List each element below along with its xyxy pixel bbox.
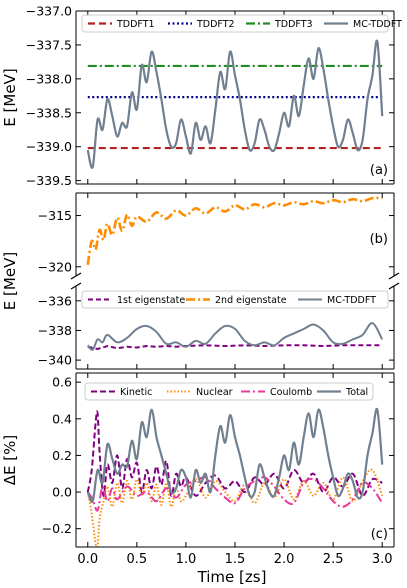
- series-line-kinetic: [86, 410, 383, 497]
- legend-label: 2nd eigenstate: [215, 295, 287, 306]
- y-tick-label: 0.2: [52, 448, 72, 463]
- panel-c: 0.0 0.5 1.0 1.5 2.0 2.5 3.0 0.6 0.4 0.2 0.0 −0.2 Kin…: [1, 372, 395, 567]
- x-tick-label: 2.5: [323, 552, 344, 567]
- y-tick-label: −315: [38, 208, 72, 223]
- y-tick-label: −339.0: [26, 139, 72, 154]
- y-axis-label: ΔE [%]: [1, 435, 19, 485]
- x-axis-label: Time [zs]: [197, 568, 267, 586]
- y-tick-label: −337.5: [26, 37, 72, 52]
- series-line-mc-tddft: [87, 322, 384, 351]
- legend-label: 1st eigenstate: [117, 295, 185, 306]
- y-tick-label: −338.5: [26, 105, 72, 120]
- legend-box: [84, 382, 374, 401]
- axis-break-mark: [70, 272, 82, 280]
- y-tick-label: 0.0: [52, 485, 72, 500]
- series-line-total: [86, 407, 384, 504]
- y-axis-label: E [MeV]: [1, 252, 19, 310]
- axis-break-mark: [70, 282, 82, 290]
- y-axis-label: E [MeV]: [1, 68, 19, 126]
- axis-break-mark: [388, 272, 400, 280]
- panel-b: −315 −320 −336 −338 −340 1st eigenstate 2nd ei…: [1, 192, 400, 370]
- x-tick-label: 0.0: [77, 552, 98, 567]
- series-line-2nd-eigenstate: [86, 196, 383, 265]
- x-tick-label: 1.5: [225, 552, 246, 567]
- series-line-nuclear: [86, 468, 384, 547]
- legend-label: TDDFT3: [274, 19, 313, 30]
- y-tick-label: −320: [38, 259, 72, 274]
- y-tick-label: −339.5: [26, 173, 72, 188]
- legend-label: TDDFT2: [196, 19, 235, 30]
- legend-box: [81, 14, 389, 33]
- legend-label: MC-TDDFT: [353, 19, 402, 30]
- panel-label: (b): [370, 232, 388, 247]
- series-line-coulomb: [86, 476, 384, 512]
- panel-label: (c): [371, 527, 388, 542]
- panel-a: −337.0 −337.5 −338.0 −338.5 −339.0 −339.5 TDDF…: [1, 4, 402, 189]
- y-tick-label: −336: [38, 293, 72, 308]
- x-tick-label: 1.0: [176, 552, 197, 567]
- series-line-mc-tddft: [86, 39, 384, 169]
- y-tick-label: −338.0: [26, 71, 72, 86]
- y-tick-label: 0.6: [52, 375, 72, 390]
- axis-break-mark: [388, 282, 400, 290]
- legend-label: Total: [345, 387, 368, 398]
- y-tick-label: −0.2: [42, 521, 72, 536]
- legend-label: TDDFT1: [116, 19, 155, 30]
- y-tick-label: −338: [38, 323, 72, 338]
- y-tick-label: −340: [38, 353, 72, 368]
- legend-label: Coulomb: [270, 387, 312, 398]
- x-tick-label: 0.5: [127, 552, 148, 567]
- legend-box: [81, 290, 389, 309]
- y-tick-label: −337.0: [26, 4, 72, 19]
- x-tick-label: 2.0: [274, 552, 295, 567]
- legend-label: Kinetic: [120, 387, 152, 398]
- y-tick-label: 0.4: [52, 411, 72, 426]
- panel-label: (a): [370, 163, 388, 178]
- x-tick-label: 3.0: [372, 552, 393, 567]
- legend-label: Nuclear: [196, 387, 233, 398]
- series-line-1st-eigenstate: [87, 344, 383, 350]
- legend-label: MC-TDDFT: [327, 295, 376, 306]
